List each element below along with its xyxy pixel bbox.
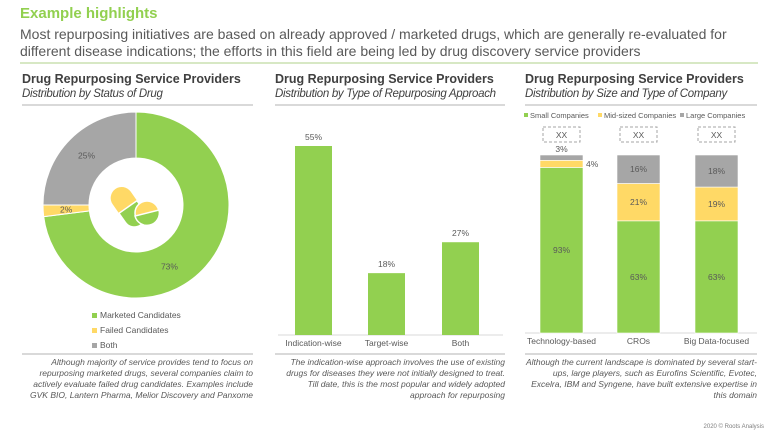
- divider: [22, 353, 253, 355]
- bar: [295, 146, 332, 335]
- divider: [525, 353, 757, 355]
- legend-swatch: [680, 113, 684, 117]
- legend-label: Small Companies: [530, 111, 589, 120]
- stacked-bar-segment: [616, 154, 661, 184]
- divider: [275, 353, 505, 355]
- panel-heading: Drug Repurposing Service Providers: [525, 72, 744, 86]
- donut-label: 73%: [161, 261, 178, 271]
- panel-heading: Drug Repurposing Service Providers: [275, 72, 494, 86]
- legend-label: Failed Candidates: [100, 325, 169, 335]
- legend-swatch: [92, 343, 97, 348]
- x-tick-label: Target-wise: [365, 338, 409, 348]
- panel-2-header: Drug Repurposing Service Providers Distr…: [275, 72, 505, 106]
- bar: [368, 273, 405, 335]
- x-tick-label: Indication-wise: [285, 338, 341, 348]
- divider: [275, 104, 505, 106]
- legend-label: Mid-sized Companies: [604, 111, 676, 120]
- annotation-box: [697, 126, 736, 143]
- segment-label: 4%: [586, 159, 599, 169]
- panel-3-header: Drug Repurposing Service Providers Distr…: [525, 72, 757, 106]
- panel-heading: Drug Repurposing Service Providers: [22, 72, 241, 86]
- annotation-label: XX: [633, 130, 645, 140]
- panel-2-caption: The indication-wise approach involves th…: [286, 357, 505, 400]
- stacked-bar-segment: [616, 183, 661, 222]
- segment-label: 93%: [553, 245, 570, 255]
- segment-label: 63%: [630, 272, 647, 282]
- stacked-bar-segment: [694, 154, 739, 188]
- x-tick-label: Big Data-focused: [684, 336, 749, 346]
- segment-label: 18%: [708, 166, 725, 176]
- legend-swatch: [92, 313, 97, 318]
- stacked-bar-segment: [694, 220, 739, 334]
- x-tick-label: Technology-based: [527, 336, 596, 346]
- stacked-bar-segment: [616, 220, 661, 334]
- segment-label: 21%: [630, 197, 647, 207]
- divider: [20, 62, 758, 64]
- stacked-bar-segment: [539, 154, 584, 161]
- donut-label: 2%: [60, 204, 73, 214]
- legend-swatch: [598, 113, 602, 117]
- bar-label: 55%: [305, 132, 322, 142]
- segment-label: 63%: [708, 272, 725, 282]
- divider: [22, 104, 253, 106]
- page-title: Example highlights: [20, 5, 158, 22]
- bar: [442, 242, 479, 335]
- annotation-box: [542, 126, 581, 143]
- annotation-box: [619, 126, 658, 143]
- panel-subheading: Distribution by Size and Type of Company: [525, 88, 727, 100]
- segment-label: 16%: [630, 164, 647, 174]
- donut-slice: [42, 111, 137, 206]
- donut-slice: [43, 111, 230, 299]
- pills-icon: [110, 186, 161, 228]
- panel-1-caption: Although majority of service provides te…: [30, 357, 253, 400]
- stacked-bar-segment: [694, 186, 739, 222]
- annotation-label: XX: [556, 130, 568, 140]
- segment-label: 3%: [555, 144, 568, 154]
- legend-swatch: [92, 328, 97, 333]
- panel-subheading: Distribution by Type of Repurposing Appr…: [275, 88, 496, 100]
- bar-label: 18%: [378, 259, 395, 269]
- page-subtitle: Most repurposing initiatives are based o…: [20, 26, 727, 59]
- footer-copyright: 2020 © Roots Analysis: [703, 424, 764, 430]
- annotation-label: XX: [711, 130, 723, 140]
- panel-1-header: Drug Repurposing Service Providers Distr…: [22, 72, 253, 106]
- donut-label: 25%: [78, 151, 95, 161]
- legend-label: Marketed Candidates: [100, 310, 181, 320]
- tablet-half: [134, 209, 161, 227]
- panel-3-caption: Although the current landscape is domina…: [525, 357, 757, 400]
- x-tick-label: Both: [452, 338, 470, 348]
- bar-label: 27%: [452, 228, 469, 238]
- panel-subheading: Distribution by Status of Drug: [22, 88, 163, 100]
- legend-label: Large Companies: [686, 111, 745, 120]
- legend-swatch: [524, 113, 528, 117]
- divider: [525, 104, 757, 106]
- legend-label: Both: [100, 340, 118, 350]
- segment-label: 19%: [708, 199, 725, 209]
- stacked-bar-segment: [539, 167, 584, 334]
- x-tick-label: CROs: [627, 336, 650, 346]
- stacked-bar-segment: [539, 160, 584, 168]
